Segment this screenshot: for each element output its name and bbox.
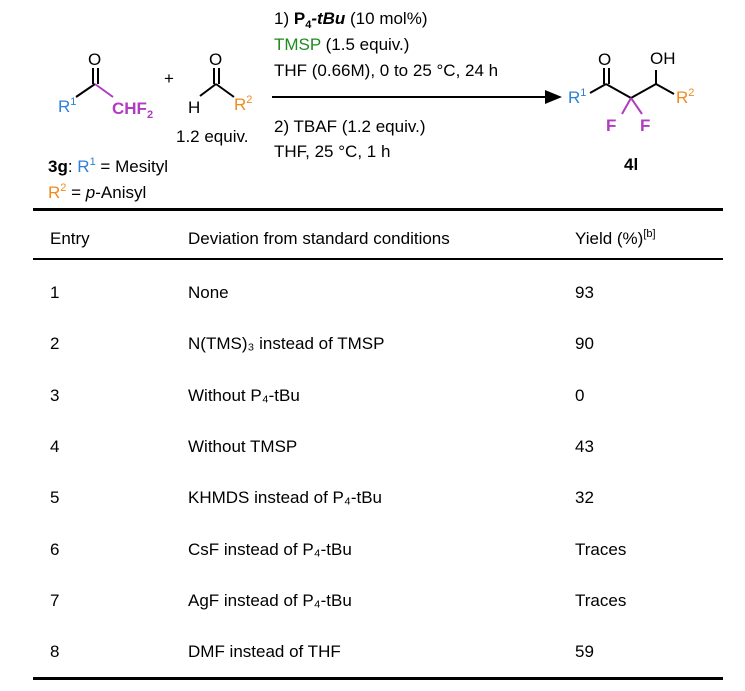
cell-yield: 43 <box>575 436 594 456</box>
step1-catalyst: 1) P4-tBu (10 mol%) <box>274 9 428 31</box>
header-yield: Yield (%)[b] <box>575 228 656 248</box>
aldehyde-h: H <box>188 98 201 117</box>
cell-entry: 3 <box>50 385 60 405</box>
table-row: 3 Without P₄-tBu 0 <box>0 387 745 407</box>
substrate-r2-definition: R2 = p-Anisyl <box>48 182 147 202</box>
product-r2: R2 <box>676 87 695 107</box>
product-oxygen: O <box>598 50 612 69</box>
aldehyde-r2: R2 <box>234 94 253 114</box>
header-deviation: Deviation from standard conditions <box>188 229 450 248</box>
cell-entry: 7 <box>50 590 60 610</box>
cell-yield: 90 <box>575 334 594 354</box>
table-bottom-rule <box>33 677 723 680</box>
cell-deviation: KHMDS instead of P₄-tBu <box>188 488 383 508</box>
step2-conditions: THF, 25 °C, 1 h <box>274 142 391 161</box>
table-row: 1 None 93 <box>0 284 745 304</box>
cell-entry: 1 <box>50 283 60 302</box>
step2-reagent: 2) TBAF (1.2 equiv.) <box>274 117 426 136</box>
product-label: 4l <box>624 155 639 174</box>
product-fluorine-1: F <box>606 116 617 135</box>
cell-yield: 0 <box>575 385 585 405</box>
cell-entry: 5 <box>50 488 60 508</box>
cell-yield: Traces <box>575 590 627 610</box>
cell-entry: 4 <box>50 436 60 456</box>
table-header-rule <box>33 258 723 260</box>
cell-entry: 2 <box>50 334 60 354</box>
cell-deviation: DMF instead of THF <box>188 642 341 662</box>
table-row: 4 Without TMSP 43 <box>0 438 745 458</box>
step1-conditions: THF (0.66M), 0 to 25 °C, 24 h <box>274 61 499 80</box>
substrate-r1-definition: 3g: R1 = Mesityl <box>48 156 168 176</box>
table-row: 6 CsF instead of P₄-tBu Traces <box>0 541 745 561</box>
product-fluorine-2: F <box>640 116 651 135</box>
plus-sign: + <box>164 69 174 88</box>
cell-yield: 59 <box>575 642 594 662</box>
cell-deviation: CsF instead of P₄-tBu <box>188 539 352 559</box>
header-entry: Entry <box>50 229 90 248</box>
reaction-arrow-head <box>545 90 562 104</box>
aldehyde-equiv: 1.2 equiv. <box>176 127 249 146</box>
table-row: 8 DMF instead of THF 59 <box>0 643 745 663</box>
cell-yield: 32 <box>575 488 594 508</box>
aldehyde-oxygen: O <box>209 50 223 69</box>
ketone-chf2: CHF2 <box>112 99 154 121</box>
product-oh: OH <box>650 49 676 68</box>
table-row: 7 AgF instead of P₄-tBu Traces <box>0 592 745 612</box>
table-row: 2 N(TMS)₃ instead of TMSP 90 <box>0 335 745 355</box>
cell-entry: 8 <box>50 642 60 662</box>
cell-entry: 6 <box>50 539 60 559</box>
cell-deviation: Without TMSP <box>188 436 298 456</box>
cell-deviation: Without P₄-tBu <box>188 385 300 405</box>
table-top-rule <box>33 208 723 211</box>
table-header: Entry Deviation from standard conditions… <box>0 228 745 250</box>
cell-deviation: N(TMS)₃ instead of TMSP <box>188 334 385 354</box>
cell-deviation: None <box>188 283 229 302</box>
cell-yield: Traces <box>575 539 627 559</box>
cell-deviation: AgF instead of P₄-tBu <box>188 590 352 610</box>
table-row: 5 KHMDS instead of P₄-tBu 32 <box>0 489 745 509</box>
cell-yield: 93 <box>575 283 594 302</box>
ketone-r1: R1 <box>58 96 77 116</box>
ketone-oxygen: O <box>88 50 102 69</box>
step1-additive: TMSP (1.5 equiv.) <box>274 35 410 54</box>
product-r1: R1 <box>568 87 587 107</box>
structure-bonds <box>75 68 675 115</box>
